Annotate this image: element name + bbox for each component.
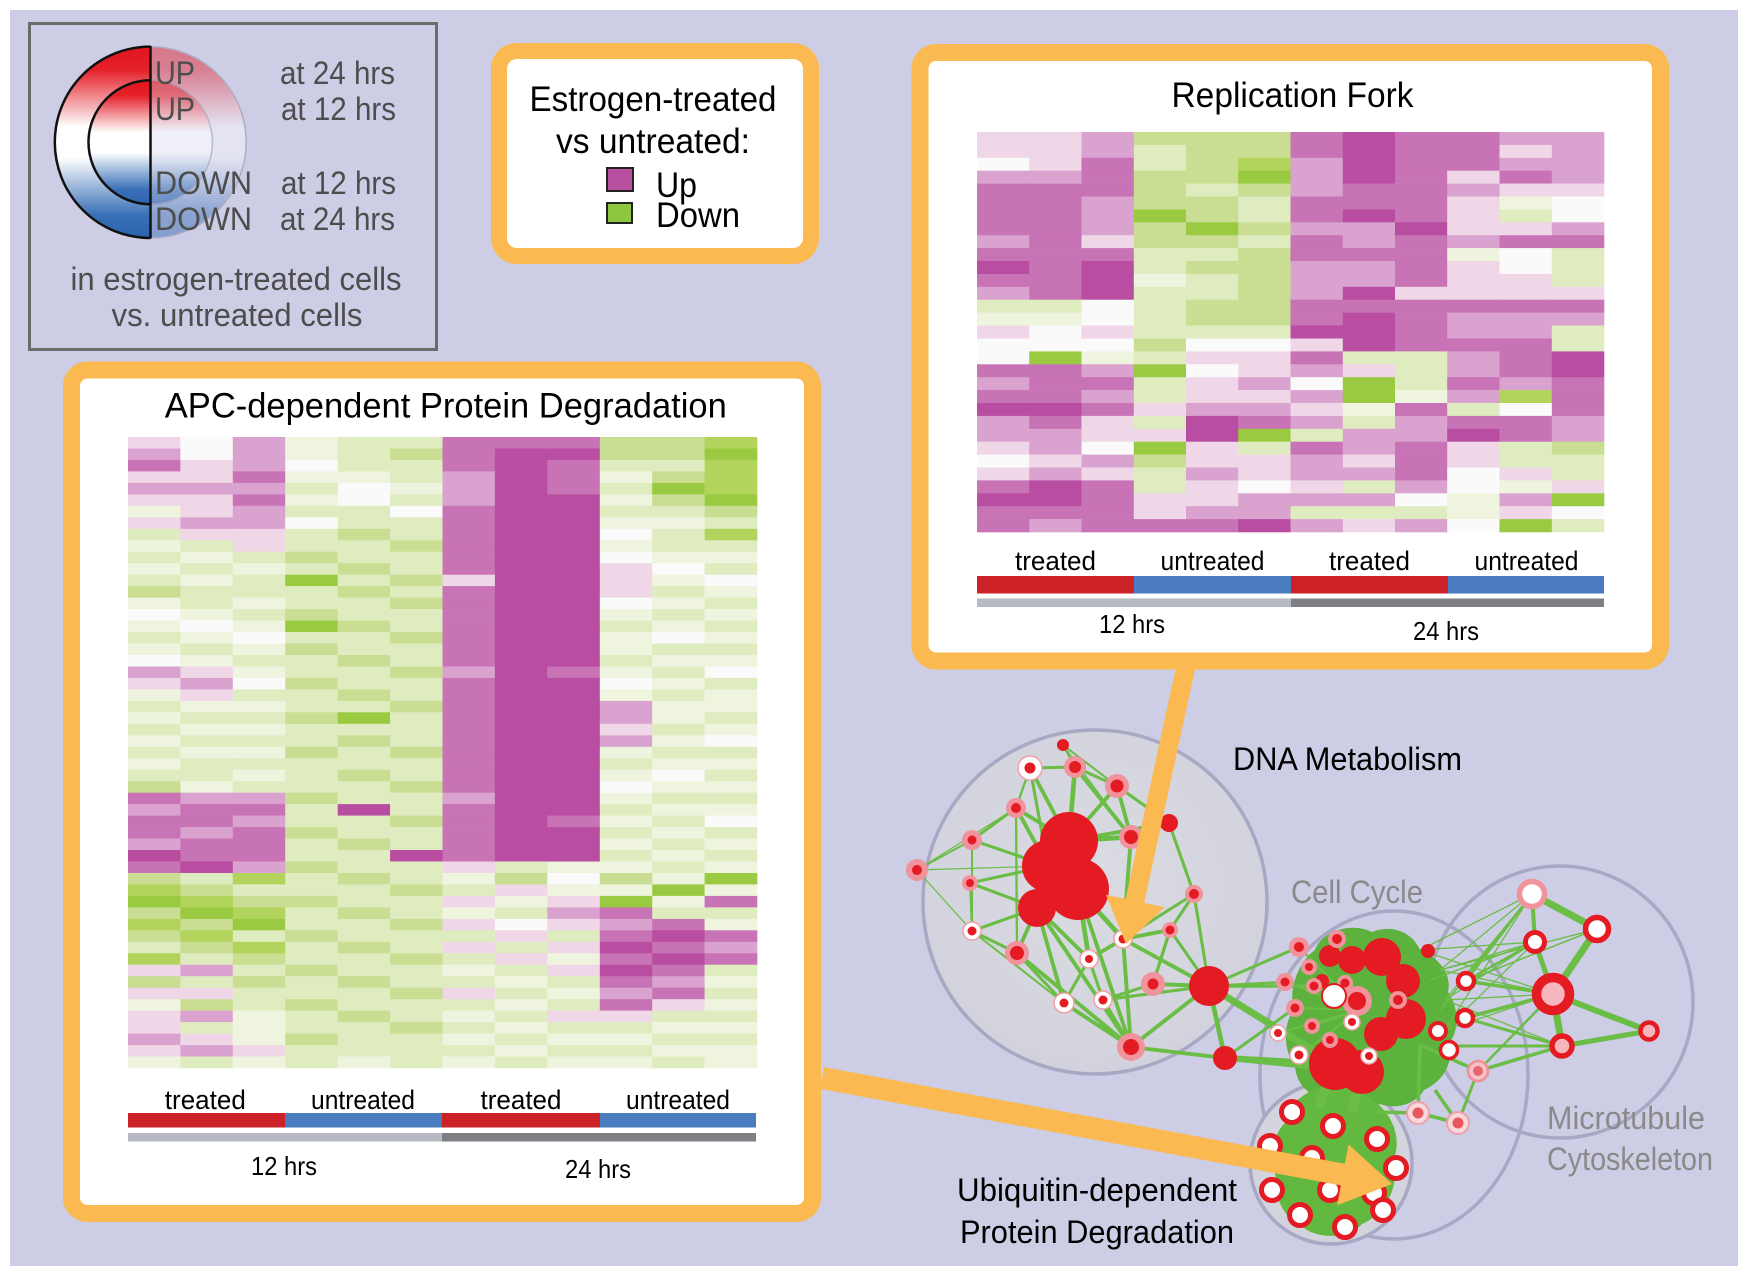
svg-text:untreated: untreated [1161,546,1265,576]
svg-text:Up: Up [656,166,697,205]
svg-text:Microtubule: Microtubule [1547,1100,1705,1136]
svg-text:at 24 hrs: at 24 hrs [280,201,395,237]
svg-text:Replication Fork: Replication Fork [1172,76,1414,115]
svg-text:UP: UP [155,55,195,91]
svg-text:DOWN: DOWN [155,201,252,237]
svg-text:24 hrs: 24 hrs [1413,616,1479,646]
svg-text:at 12 hrs: at 12 hrs [281,165,396,201]
svg-text:vs untreated:: vs untreated: [556,122,750,161]
svg-text:untreated: untreated [626,1085,730,1115]
svg-text:Cell Cycle: Cell Cycle [1291,874,1423,910]
svg-text:treated: treated [1329,546,1410,576]
svg-text:at 24 hrs: at 24 hrs [280,55,395,91]
svg-text:12 hrs: 12 hrs [1099,609,1165,639]
svg-text:Estrogen-treated: Estrogen-treated [530,80,777,119]
svg-text:DNA Metabolism: DNA Metabolism [1233,741,1462,777]
svg-text:treated: treated [481,1085,562,1115]
svg-text:UP: UP [155,91,195,127]
svg-text:Down: Down [656,196,740,235]
svg-text:APC-dependent Protein Degradat: APC-dependent Protein Degradation [165,387,727,426]
svg-text:12 hrs: 12 hrs [251,1151,317,1181]
svg-text:vs. untreated cells: vs. untreated cells [112,297,363,333]
svg-text:untreated: untreated [311,1085,415,1115]
svg-text:DOWN: DOWN [155,165,252,201]
svg-text:treated: treated [1015,546,1096,576]
svg-text:untreated: untreated [1475,546,1579,576]
svg-text:Cytoskeleton: Cytoskeleton [1547,1141,1713,1177]
svg-text:treated: treated [165,1085,246,1115]
svg-text:Protein Degradation: Protein Degradation [960,1214,1234,1250]
svg-text:at 12 hrs: at 12 hrs [281,91,396,127]
svg-text:24 hrs: 24 hrs [565,1154,631,1184]
svg-text:in estrogen-treated cells: in estrogen-treated cells [71,261,402,297]
svg-text:Ubiquitin-dependent: Ubiquitin-dependent [957,1172,1237,1208]
